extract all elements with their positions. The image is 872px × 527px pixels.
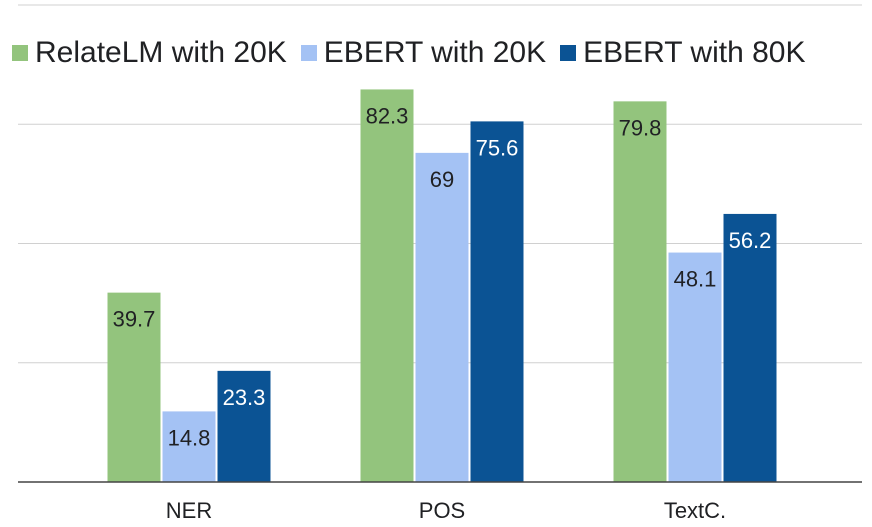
bar-textc-series-2 xyxy=(723,213,777,482)
x-tick-label: TextC. xyxy=(664,498,726,523)
bar-textc-series-1 xyxy=(668,252,722,482)
legend-item-ebert-80k: EBERT with 80K xyxy=(560,36,805,70)
data-label: 14.8 xyxy=(168,425,211,450)
data-label: 82.3 xyxy=(366,103,409,128)
bar-textc-series-0 xyxy=(613,101,667,482)
legend-swatch xyxy=(12,45,28,61)
legend-label: RelateLM with 20K xyxy=(35,36,287,69)
legend: RelateLM with 20K EBERT with 20K EBERT w… xyxy=(12,36,819,70)
data-label: 75.6 xyxy=(476,135,519,160)
legend-swatch xyxy=(300,45,317,61)
legend-item-relatelm-20k: RelateLM with 20K xyxy=(12,36,287,70)
x-tick-label: NER xyxy=(166,498,212,523)
bar-ner-series-1 xyxy=(162,411,216,482)
x-tick-label: POS xyxy=(419,498,465,523)
bar-pos-series-0 xyxy=(360,89,414,482)
legend-swatch xyxy=(560,45,577,61)
bar-pos-series-1 xyxy=(415,152,469,482)
data-label: 79.8 xyxy=(619,115,662,140)
bar-ner-series-0 xyxy=(107,292,161,482)
data-label: 56.2 xyxy=(729,228,772,253)
legend-label: EBERT with 20K xyxy=(323,36,547,69)
bar-pos-series-2 xyxy=(470,121,524,482)
data-label: 69 xyxy=(430,167,454,192)
data-label: 23.3 xyxy=(223,385,266,410)
data-label: 39.7 xyxy=(113,307,156,332)
bar-ner-series-2 xyxy=(217,370,271,482)
legend-label: EBERT with 80K xyxy=(583,36,806,69)
data-label: 48.1 xyxy=(674,267,717,292)
legend-item-ebert-20k: EBERT with 20K xyxy=(300,36,547,70)
